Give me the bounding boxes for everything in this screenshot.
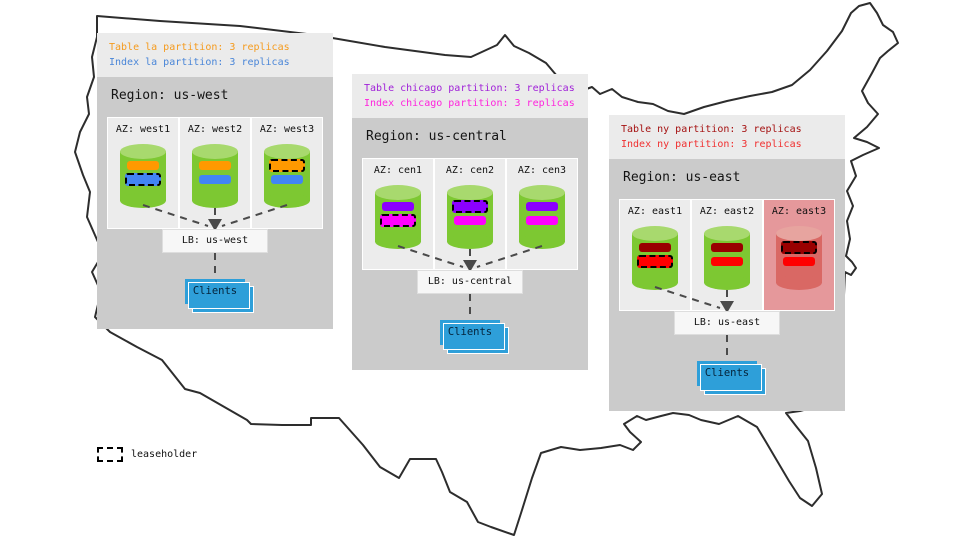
region-title: Region: us-central [366,129,507,144]
load-balancer-box: LB: us-west [162,229,268,253]
table-partition-note: Table la partition: 3 replicas [109,42,290,53]
cylinder-bottom [447,234,493,249]
cylinder-bottom [519,234,565,249]
index-replica-bar [380,214,416,227]
region-block-us-east: Table ny partition: 3 replicas Index ny … [609,115,845,411]
cylinder-top [120,144,166,159]
database-cylinder [632,226,678,290]
region-block-us-central: Table chicago partition: 3 replicas Inde… [352,74,588,370]
legend: leaseholder [97,447,197,462]
cylinder-top [447,185,493,200]
database-cylinder [375,185,421,249]
cylinder-bottom [264,193,310,208]
region-block-us-west: Table la partition: 3 replicas Index la … [97,33,333,329]
database-cylinder [519,185,565,249]
az-title: AZ: cen1 [373,165,423,176]
region-box: Region: us-east AZ: east1 AZ: east2 [609,159,845,411]
leaseholder-label: leaseholder [131,449,198,460]
az-title: AZ: east1 [627,206,683,217]
region-title: Region: us-east [623,170,741,185]
table-partition-note: Table ny partition: 3 replicas [621,124,802,135]
database-cylinder [120,144,166,208]
index-replica-bar [454,216,486,225]
index-partition-note: Index ny partition: 3 replicas [621,139,802,150]
az-cen2: AZ: cen2 [434,158,506,270]
index-replica-bar [783,257,815,266]
az-west3: AZ: west3 [251,117,323,229]
cylinder-top [375,185,421,200]
load-balancer-box: LB: us-central [417,270,523,294]
table-replica-bar [639,243,671,252]
clients-box: Clients [185,279,245,304]
index-partition-note: Index la partition: 3 replicas [109,57,290,68]
us-map-outline-path [74,2,899,536]
az-cen3: AZ: cen3 [506,158,578,270]
index-replica-bar [637,255,673,268]
az-row: AZ: east1 AZ: east2 [619,199,835,311]
az-cen1: AZ: cen1 [362,158,434,270]
az-title: AZ: east3 [771,206,827,217]
cylinder-bottom [120,193,166,208]
index-replica-bar [271,175,303,184]
cylinder-top [264,144,310,159]
cylinder-bottom [776,275,822,290]
cylinder-bottom [375,234,421,249]
partition-note: Table chicago partition: 3 replicas Inde… [352,74,588,118]
cylinder-bottom [192,193,238,208]
az-east2: AZ: east2 [691,199,763,311]
database-cylinder [447,185,493,249]
index-replica-bar [125,173,161,186]
table-replica-bar [781,241,817,254]
partition-note: Table ny partition: 3 replicas Index ny … [609,115,845,159]
region-box: Region: us-west AZ: west1 AZ: west2 [97,77,333,329]
table-partition-note: Table chicago partition: 3 replicas [364,83,575,94]
database-cylinder [192,144,238,208]
az-title: AZ: cen3 [517,165,567,176]
clients-box: Clients [440,320,500,345]
cylinder-top [632,226,678,241]
az-row: AZ: cen1 AZ: cen2 [362,158,578,270]
leaseholder-swatch-icon [97,447,123,462]
partition-note: Table la partition: 3 replicas Index la … [97,33,333,77]
az-title: AZ: west1 [115,124,171,135]
index-partition-note: Index chicago partition: 3 replicas [364,98,575,109]
cylinder-bottom [632,275,678,290]
index-replica-bar [711,257,743,266]
az-title: AZ: west2 [187,124,243,135]
table-replica-bar [269,159,305,172]
table-replica-bar [452,200,488,213]
table-replica-bar [526,202,558,211]
table-replica-bar [382,202,414,211]
cylinder-top [776,226,822,241]
region-title: Region: us-west [111,88,229,103]
az-east3: AZ: east3 [763,199,835,311]
database-cylinder [704,226,750,290]
cylinder-top [704,226,750,241]
az-title: AZ: west3 [259,124,315,135]
database-cylinder [264,144,310,208]
table-replica-bar [127,161,159,170]
cylinder-top [519,185,565,200]
az-west1: AZ: west1 [107,117,179,229]
index-replica-bar [199,175,231,184]
index-replica-bar [526,216,558,225]
database-cylinder [776,226,822,290]
az-east1: AZ: east1 [619,199,691,311]
cylinder-top [192,144,238,159]
load-balancer-box: LB: us-east [674,311,780,335]
az-west2: AZ: west2 [179,117,251,229]
clients-box: Clients [697,361,757,386]
cylinder-bottom [704,275,750,290]
table-replica-bar [199,161,231,170]
az-row: AZ: west1 AZ: west2 [107,117,323,229]
table-replica-bar [711,243,743,252]
region-box: Region: us-central AZ: cen1 AZ: cen2 [352,118,588,370]
az-title: AZ: cen2 [445,165,495,176]
az-title: AZ: east2 [699,206,755,217]
